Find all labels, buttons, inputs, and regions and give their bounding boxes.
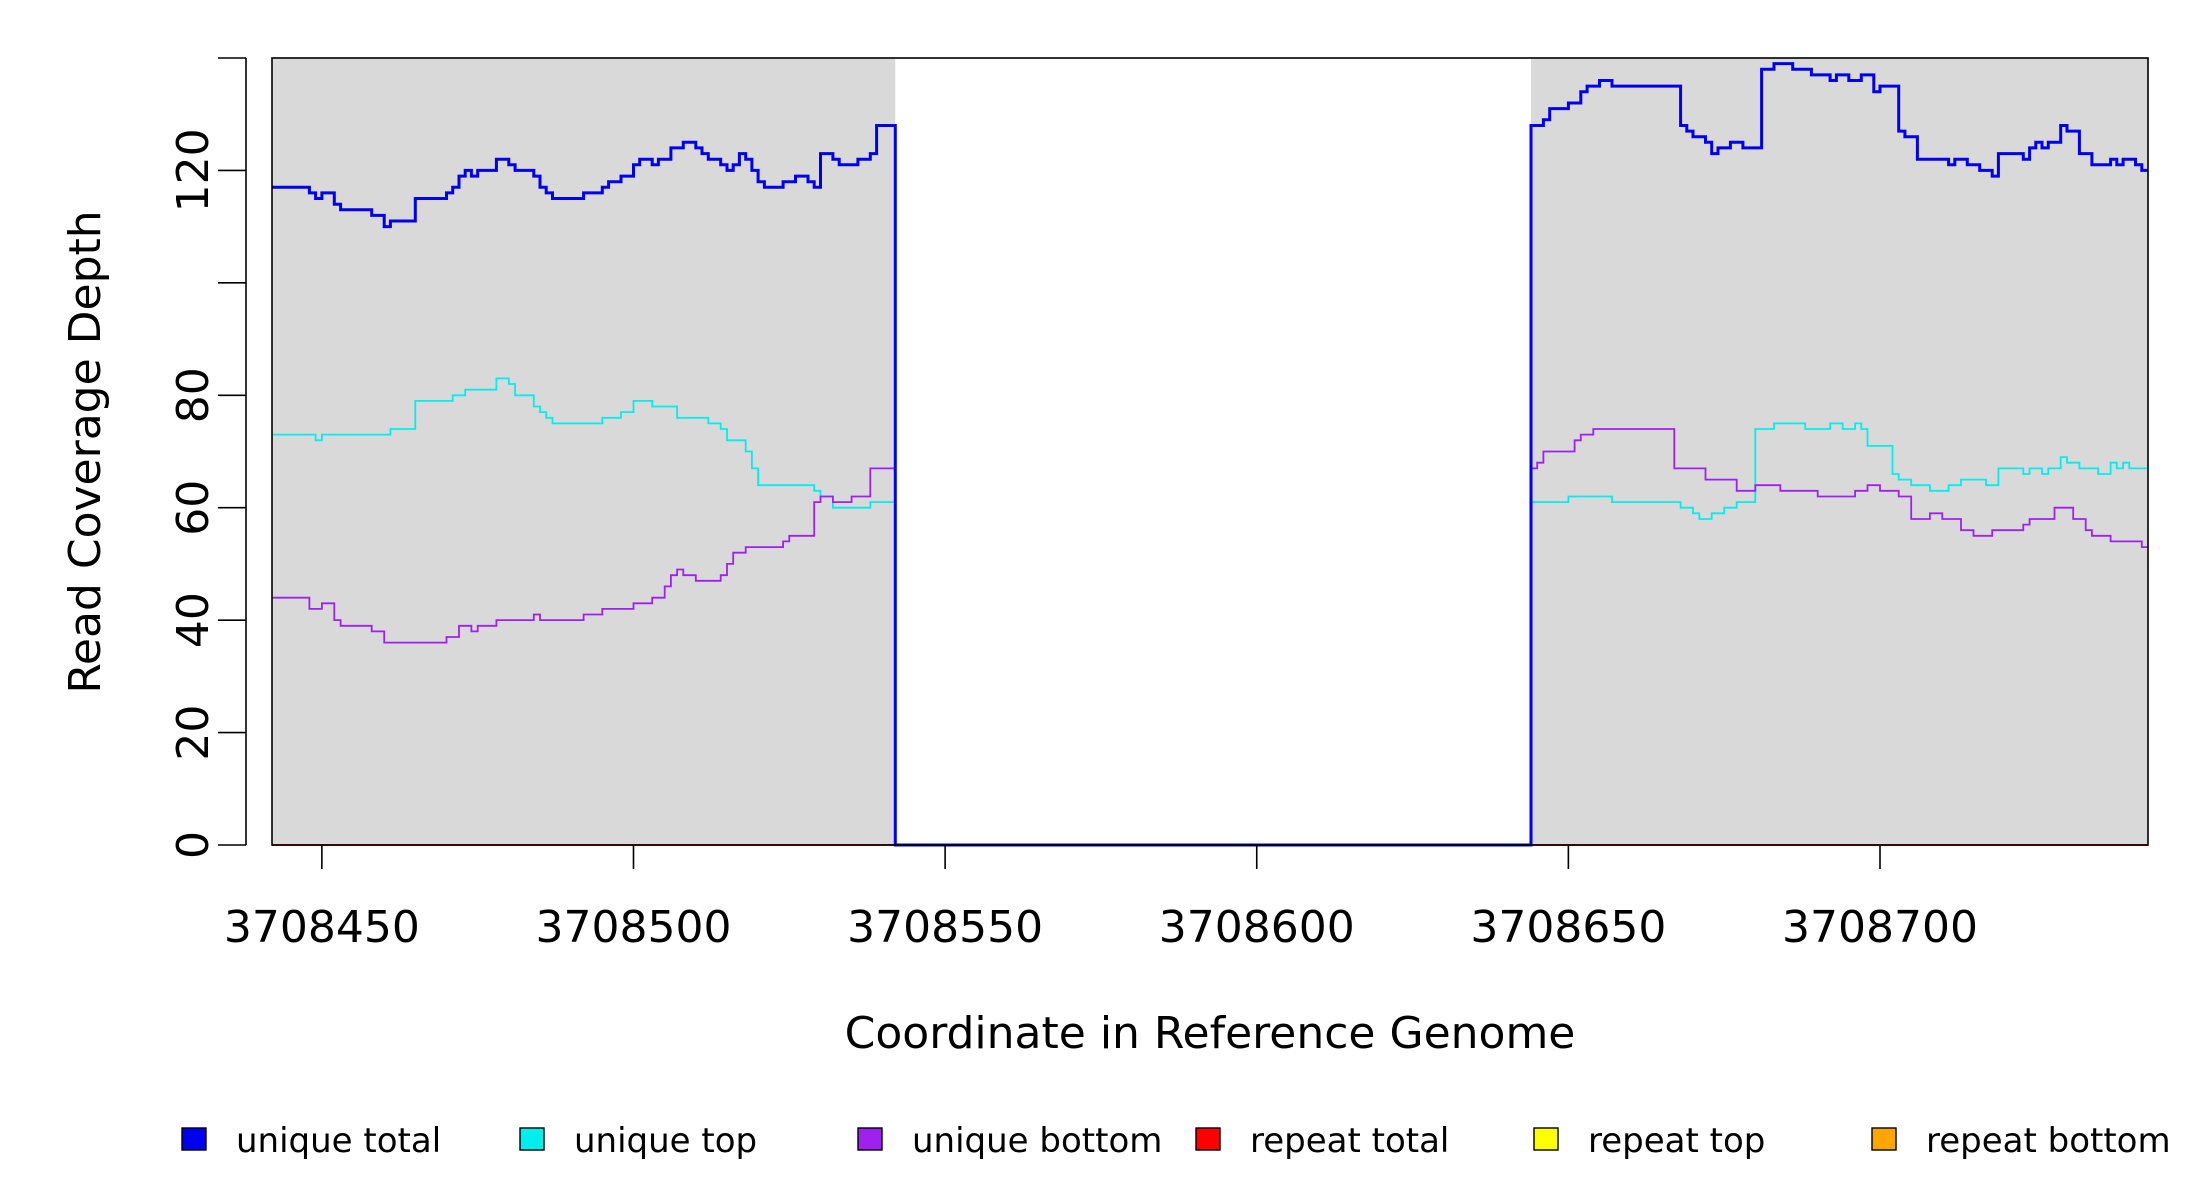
legend-swatch-repeat-total: [1195, 1127, 1221, 1151]
legend-swatch-unique-total: [181, 1127, 207, 1151]
y-tick-label: 60: [168, 480, 219, 536]
y-axis-title: Read Coverage Depth: [60, 210, 111, 693]
x-tick-label: 3708700: [1782, 902, 1978, 953]
legend-label-unique-total: unique total: [236, 1121, 441, 1161]
series-line-unique-bottom: [272, 428, 2148, 846]
axes: 3708450 3708500 3708550 3708600 3708650 37087…: [168, 57, 1978, 953]
x-tick-label: 3708650: [1470, 902, 1666, 953]
plot-frame: [271, 57, 2149, 846]
legend-label-repeat-bottom: repeat bottom: [1926, 1121, 2171, 1161]
legend-label-unique-bottom: unique bottom: [912, 1121, 1162, 1161]
x-tick-label: 3708450: [224, 902, 420, 953]
legend-label-repeat-top: repeat top: [1588, 1121, 1765, 1161]
shaded-region-1: [272, 58, 896, 845]
legend: unique total unique top unique bottom repea…: [181, 1121, 2171, 1161]
legend-swatch-unique-bottom: [857, 1127, 883, 1151]
legend-label-unique-top: unique top: [574, 1121, 757, 1161]
x-axis-title: Coordinate in Reference Genome: [845, 1008, 1576, 1059]
legend-swatch-repeat-top: [1533, 1127, 1559, 1151]
series-line-unique-total: [272, 62, 2148, 847]
x-tick-label: 3708550: [847, 902, 1043, 953]
y-tick-label: 80: [168, 367, 219, 423]
legend-swatch-repeat-bottom: [1871, 1127, 1897, 1151]
y-tick-label: 20: [168, 705, 219, 761]
y-tick-label: 120: [168, 128, 219, 212]
shaded-region-2: [1530, 58, 2148, 845]
legend-label-repeat-total: repeat total: [1250, 1121, 1449, 1161]
x-tick-label: 3708600: [1159, 902, 1355, 953]
legend-swatch-unique-top: [519, 1127, 545, 1151]
series-line-unique-top: [272, 377, 2148, 846]
y-tick-label: 40: [168, 592, 219, 648]
x-tick-label: 3708500: [536, 902, 732, 953]
y-tick-label: 0: [168, 831, 219, 859]
shaded-regions: [272, 58, 2148, 845]
